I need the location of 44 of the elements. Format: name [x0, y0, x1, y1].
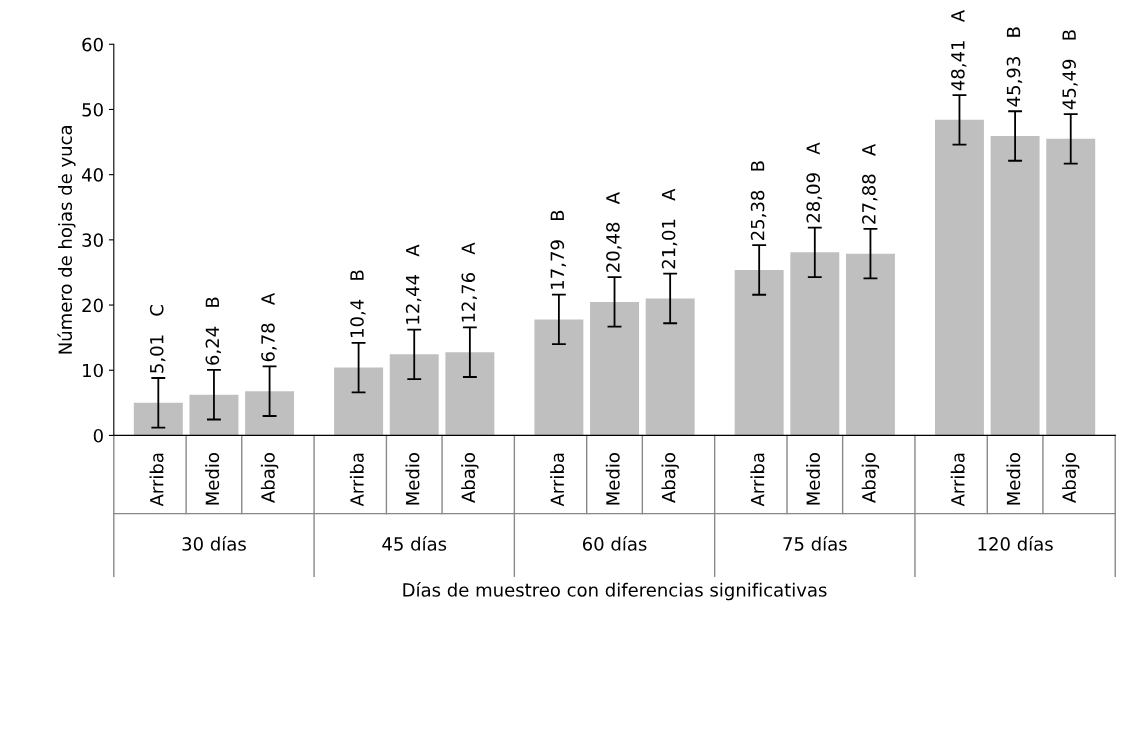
- x-axis-title: Días de muestreo con diferencias significativas: [403, 582, 827, 601]
- text: 60 días: [582, 536, 647, 551]
- x-tick-label: Arriba: [349, 453, 364, 507]
- x-tick-label: Arriba: [149, 453, 164, 507]
- x-tick-label: Abajo: [1061, 453, 1080, 503]
- x-tick-label: Medio: [1006, 453, 1021, 505]
- data-label: 48,41 A: [951, 10, 967, 91]
- y-tick-label: 20: [82, 298, 103, 313]
- x-tick-label: Abajo: [861, 453, 880, 503]
- data-label: 25,38 B: [750, 161, 767, 240]
- x-tick-label: Abajo: [461, 453, 479, 503]
- y-tick-label: 0: [93, 428, 103, 443]
- data-label: 45,49 B: [1062, 30, 1078, 110]
- x-tick-label: Medio: [205, 453, 220, 505]
- x-tick-label: Arriba: [750, 453, 765, 507]
- data-label: 6,24 B: [205, 297, 222, 365]
- data-label: 28,09 A: [806, 142, 822, 223]
- data-label: 17,79 B: [550, 210, 566, 289]
- data-label: 20,48 A: [606, 192, 622, 272]
- data-label: 45,93 B: [1006, 27, 1023, 107]
- data-label: 10,4 B: [350, 270, 366, 337]
- y-tick-label: 30: [82, 233, 103, 247]
- y-tick-label: 50: [82, 102, 103, 117]
- x-tick-label: Medio: [605, 453, 620, 505]
- text: 45 días: [382, 536, 447, 551]
- data-label: 12,76 A: [461, 242, 477, 322]
- data-label: 21,01 A: [661, 188, 678, 269]
- data-label: 12,44 A: [405, 244, 422, 324]
- y-axis-title: Número de hojas de yuca: [57, 126, 76, 354]
- data-label: 5,01 C: [149, 305, 166, 373]
- text: 120 días: [978, 536, 1053, 551]
- data-label: 27,88 A: [862, 143, 878, 224]
- x-tick-label: Arriba: [950, 453, 965, 507]
- y-tick-label: 10: [83, 363, 103, 378]
- x-tick-label: Arriba: [550, 453, 565, 507]
- y-tick-label: 40: [81, 168, 103, 182]
- data-label: 6,78 A: [261, 292, 277, 362]
- x-tick-label: Abajo: [661, 453, 679, 503]
- x-tick-label: Abajo: [260, 453, 279, 503]
- x-tick-label: Medio: [405, 453, 420, 505]
- text: 30 días: [182, 536, 246, 551]
- x-tick-label: Medio: [806, 453, 821, 505]
- y-tick-label: 60: [82, 37, 103, 52]
- text: 75 días: [783, 536, 847, 551]
